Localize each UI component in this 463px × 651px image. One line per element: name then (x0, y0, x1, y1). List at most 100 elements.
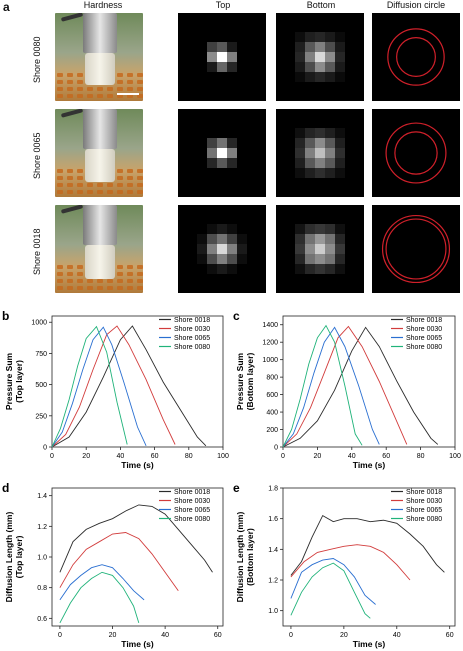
sensor-photo (55, 109, 143, 197)
heatmap-cell (335, 138, 345, 148)
x-tick-label: 20 (109, 632, 117, 639)
heatmap-cell (295, 264, 305, 274)
y-axis-label: (Bottom layer) (245, 353, 255, 411)
heatmap-cell (207, 72, 217, 82)
heatmap-cell (305, 234, 315, 244)
heatmap-cell (315, 158, 325, 168)
heatmap-cell (315, 32, 325, 42)
legend-label: Shore 0030 (174, 498, 210, 505)
heatmap-cell (197, 72, 207, 82)
heatmap-cell (197, 264, 207, 274)
heatmap-cell (217, 52, 227, 62)
heatmap-cell (197, 128, 207, 138)
heatmap-cell (315, 224, 325, 234)
y-tick-label: 1.8 (268, 486, 278, 493)
x-axis-label: Time (s) (353, 639, 386, 649)
x-tick-label: 40 (117, 453, 125, 460)
panel-letter: c (233, 309, 240, 323)
x-tick-label: 60 (382, 453, 390, 460)
diffusion-circle (394, 131, 438, 175)
heatmap-cell (207, 32, 217, 42)
heatmap-cell (325, 158, 335, 168)
legend-label: Shore 0018 (406, 317, 442, 324)
y-tick-label: 1.0 (37, 555, 47, 562)
heatmap-cell (207, 52, 217, 62)
x-tick-label: 60 (214, 632, 222, 639)
heatmap-cell (325, 234, 335, 244)
heatmap-cell (207, 224, 217, 234)
sensor-photo (55, 13, 143, 101)
legend-label: Shore 0080 (174, 516, 210, 523)
diffusion-circle (385, 122, 447, 184)
heatmap-cell (237, 52, 247, 62)
series-line (51, 326, 147, 448)
heatmap-cell (295, 254, 305, 264)
y-tick-label: 500 (35, 382, 47, 389)
heatmap-cell (325, 52, 335, 62)
heatmap-cell (295, 62, 305, 72)
legend-label: Shore 0018 (174, 317, 210, 324)
y-tick-label: 1.4 (268, 547, 278, 554)
legend-label: Shore 0080 (406, 516, 442, 523)
heatmap-cell (237, 264, 247, 274)
heatmap-cell (305, 158, 315, 168)
heatmap-cell (335, 62, 345, 72)
diffusion-circle (387, 28, 445, 86)
heatmap-cell (325, 148, 335, 158)
heatmap-cell (305, 62, 315, 72)
x-axis-label: Time (s) (121, 639, 154, 649)
heatmap-cell (315, 148, 325, 158)
heatmap-cell (217, 224, 227, 234)
y-tick-label: 1.4 (37, 493, 47, 500)
heatmap-cell (305, 72, 315, 82)
legend-label: Shore 0030 (406, 498, 442, 505)
heatmap-cell (197, 32, 207, 42)
heatmap-bottom (276, 109, 364, 197)
heatmap-cell (237, 128, 247, 138)
series-line (59, 571, 140, 624)
x-tick-label: 20 (82, 453, 90, 460)
y-tick-label: 1200 (262, 340, 278, 347)
heatmap-cell (335, 168, 345, 178)
y-axis-label: (Top layer) (14, 360, 24, 403)
heatmap-cell (315, 254, 325, 264)
heatmap-cell (305, 42, 315, 52)
heatmap-cell (207, 254, 217, 264)
heatmap-bottom (276, 13, 364, 101)
heatmap-cell (197, 148, 207, 158)
heatmap-cell (217, 234, 227, 244)
legend-label: Shore 0080 (174, 344, 210, 351)
heatmap-cell (295, 128, 305, 138)
panel-letter-a: a (3, 0, 10, 14)
heatmap-cell (217, 168, 227, 178)
series-line (282, 326, 439, 448)
heatmap-cell (227, 148, 237, 158)
heatmap-cell (335, 234, 345, 244)
heatmap-cell (197, 158, 207, 168)
series-line (290, 562, 371, 619)
x-tick-label: 0 (58, 632, 62, 639)
heatmap-cell (305, 168, 315, 178)
x-tick-label: 0 (289, 632, 293, 639)
heatmap-cell (227, 264, 237, 274)
y-axis-label: Pressure Sum (4, 352, 14, 410)
heatmap-cell (335, 264, 345, 274)
y-tick-label: 0 (43, 445, 47, 452)
chart-d: d 0 20 40 60 0.6 0.8 1.0 1.2 1.4 Time (s) Diffusion… (2, 481, 224, 649)
heatmap-cell (325, 254, 335, 264)
series-line (290, 514, 445, 576)
heatmap-cell (315, 52, 325, 62)
heatmap-cell (305, 264, 315, 274)
heatmap-cell (335, 52, 345, 62)
series-line (290, 544, 411, 581)
heatmap-cell (335, 254, 345, 264)
x-tick-label: 0 (50, 453, 54, 460)
heatmap-cell (197, 62, 207, 72)
heatmap-cell (237, 234, 247, 244)
y-tick-label: 1.0 (268, 608, 278, 615)
y-tick-label: 1.2 (268, 578, 278, 585)
heatmap-cell (237, 148, 247, 158)
heatmap-cell (227, 168, 237, 178)
heatmap-cell (227, 52, 237, 62)
heatmap-cell (217, 72, 227, 82)
